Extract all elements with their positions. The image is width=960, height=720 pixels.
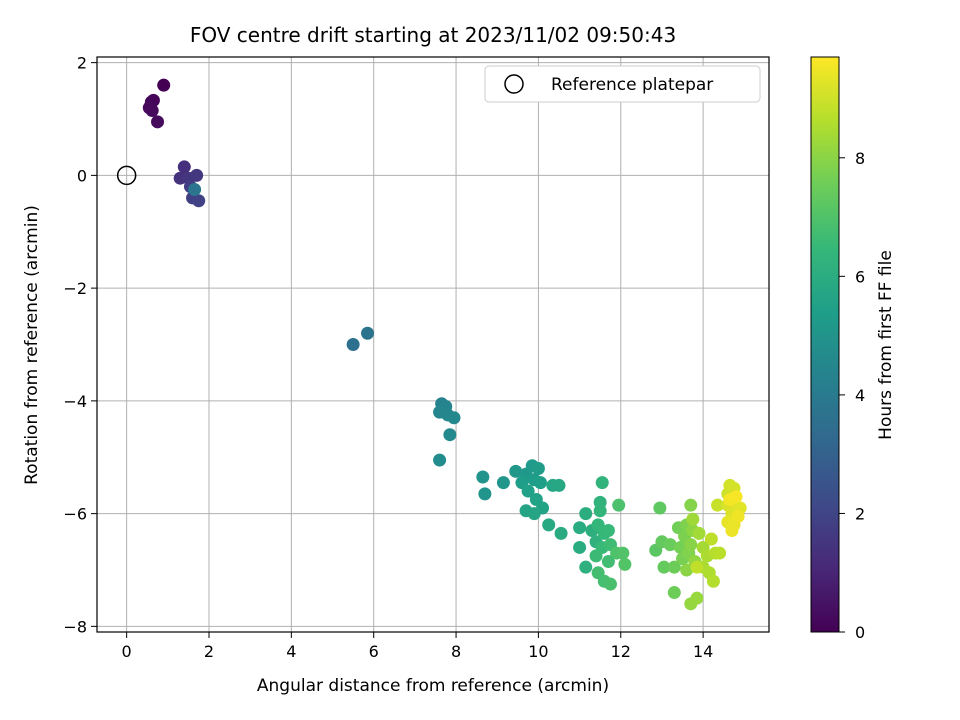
data-point — [601, 524, 615, 538]
data-point — [509, 464, 523, 478]
data-point — [725, 524, 739, 538]
y-tick-label: −8 — [63, 617, 87, 636]
data-point — [579, 507, 593, 521]
data-point — [713, 546, 727, 560]
x-tick-label: 4 — [286, 642, 296, 661]
x-tick-label: 2 — [204, 642, 214, 661]
reference-platepar-marker — [116, 165, 137, 186]
data-point — [346, 338, 360, 351]
data-point — [667, 560, 681, 574]
data-point — [521, 484, 535, 498]
data-point — [527, 507, 541, 521]
data-point — [704, 532, 718, 546]
colorbar-tick-label: 6 — [855, 267, 865, 286]
data-point — [692, 526, 706, 540]
data-point — [653, 501, 667, 515]
colorbar-tick-label: 2 — [855, 504, 865, 523]
data-points — [142, 78, 747, 611]
data-point — [731, 509, 745, 523]
data-point — [151, 115, 165, 129]
x-tick-label: 12 — [611, 642, 631, 661]
legend-label-reference: Reference platepar — [551, 75, 713, 95]
x-axis-ticks: 0 2 4 6 8 10 12 14 — [122, 632, 713, 661]
data-point — [476, 470, 490, 484]
data-point — [711, 498, 725, 512]
data-point — [579, 560, 593, 574]
colorbar-gradient — [810, 56, 840, 633]
colorbar: 0 2 4 6 8 Hours from first FF file — [810, 56, 896, 642]
data-point — [593, 504, 607, 518]
x-tick-label: 14 — [693, 642, 713, 661]
legend-marker-reference — [504, 74, 524, 94]
data-point — [589, 549, 603, 563]
data-point — [690, 591, 704, 605]
data-point — [177, 160, 191, 174]
y-axis-label: Rotation from reference (arcmin) — [22, 205, 42, 485]
data-point — [680, 563, 694, 577]
data-point — [157, 78, 171, 92]
colorbar-label: Hours from first FF file — [876, 250, 896, 440]
data-point — [478, 487, 492, 501]
data-point — [190, 168, 204, 182]
data-point — [667, 586, 681, 600]
data-point — [684, 498, 698, 512]
data-point — [616, 546, 630, 560]
colorbar-tick-label: 4 — [855, 386, 865, 405]
data-point — [443, 428, 457, 442]
data-point — [573, 540, 587, 554]
data-point — [601, 555, 615, 569]
data-point — [531, 462, 545, 476]
data-point — [690, 560, 704, 574]
data-point — [684, 538, 698, 552]
data-point — [573, 521, 587, 535]
x-tick-label: 8 — [451, 642, 461, 661]
y-tick-label: −6 — [63, 505, 87, 524]
data-point — [542, 518, 556, 532]
data-point — [603, 577, 617, 591]
data-point — [361, 326, 375, 340]
y-axis-ticks: 2 0 −2 −4 −6 −8 — [63, 54, 97, 636]
legend-box — [484, 65, 761, 103]
chart-title: FOV centre drift starting at 2023/11/02 … — [190, 23, 676, 47]
x-tick-label: 10 — [528, 642, 548, 661]
legend: Reference platepar — [484, 65, 761, 103]
reference-marker-group — [116, 165, 137, 186]
data-point — [433, 453, 447, 467]
data-point — [552, 478, 566, 492]
data-point — [447, 411, 461, 425]
plot-frame — [96, 56, 770, 633]
x-tick-label: 6 — [369, 642, 379, 661]
data-point — [188, 182, 202, 196]
data-point — [595, 476, 609, 490]
colorbar-ticks: 0 2 4 6 8 — [839, 149, 865, 642]
data-point — [496, 476, 510, 490]
data-point — [554, 526, 568, 540]
x-tick-label: 0 — [122, 642, 132, 661]
data-point — [663, 538, 677, 552]
colorbar-tick-label: 8 — [855, 149, 865, 168]
y-tick-label: −2 — [63, 279, 87, 298]
data-point — [657, 560, 671, 574]
y-tick-label: 2 — [77, 54, 87, 73]
x-axis-label: Angular distance from reference (arcmin) — [257, 676, 609, 696]
data-point — [618, 557, 632, 571]
data-point — [612, 498, 626, 512]
data-point — [145, 104, 159, 118]
data-point — [686, 512, 700, 526]
data-point — [533, 476, 547, 490]
data-point — [192, 194, 206, 208]
y-tick-label: −4 — [63, 392, 87, 411]
colorbar-tick-label: 0 — [855, 623, 865, 642]
data-point — [706, 574, 720, 588]
data-point — [729, 490, 743, 504]
y-tick-label: 0 — [77, 166, 87, 185]
